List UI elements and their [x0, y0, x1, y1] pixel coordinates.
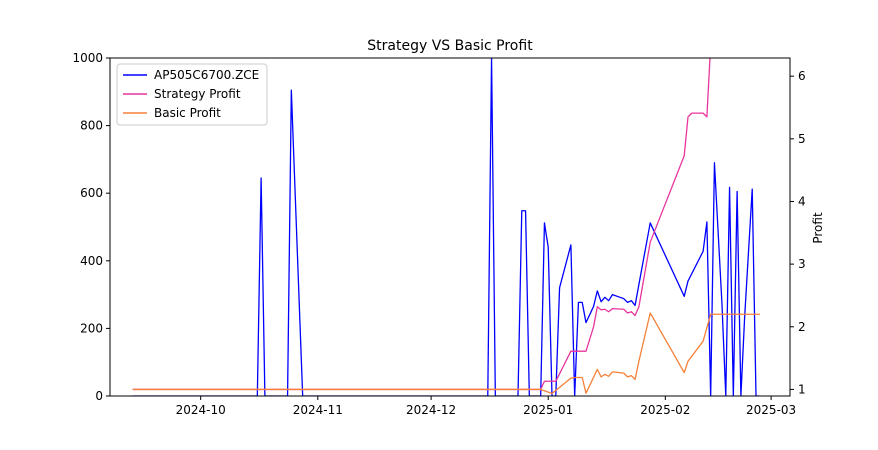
series-line-strategy-profit	[132, 58, 711, 391]
left-tick-label: 0	[95, 389, 103, 403]
left-tick-label: 200	[80, 321, 103, 335]
left-y-axis: 0 200 400 600 800 1000	[72, 51, 110, 403]
left-tick-label: 1000	[72, 51, 103, 65]
right-axis-label: Profit	[811, 212, 825, 244]
series-line-basic-profit	[132, 312, 760, 395]
right-tick-label: 4	[798, 194, 806, 208]
right-tick-label: 1	[798, 382, 806, 396]
x-tick-label: 2025-03	[746, 403, 796, 417]
right-tick-label: 3	[798, 257, 806, 271]
right-y-axis: 1 2 3 4 5 6	[790, 69, 806, 396]
right-tick-label: 2	[798, 320, 806, 334]
legend: AP505C6700.ZCE Strategy Profit Basic Profi…	[116, 63, 268, 126]
legend-label: Strategy Profit	[154, 87, 241, 101]
legend-box	[116, 63, 268, 126]
series-line-ap505c6700-zce	[132, 58, 760, 396]
legend-label: AP505C6700.ZCE	[154, 68, 259, 82]
left-tick-label: 400	[80, 254, 103, 268]
chart-title: Strategy VS Basic Profit	[367, 38, 533, 54]
x-tick-label: 2025-01	[523, 403, 573, 417]
plot-frame	[109, 57, 791, 397]
x-tick-label: 2024-10	[176, 403, 226, 417]
x-tick-label: 2024-12	[406, 403, 456, 417]
right-tick-label: 6	[798, 69, 806, 83]
x-tick-label: 2024-11	[293, 403, 343, 417]
left-tick-label: 800	[80, 119, 103, 133]
x-axis: 2024-10 2024-11 2024-12 2025-01 2025-02 2025-…	[176, 396, 796, 417]
plot-area	[132, 58, 760, 396]
x-tick-label: 2025-02	[640, 403, 690, 417]
right-tick-label: 5	[798, 132, 806, 146]
legend-label: Basic Profit	[154, 106, 221, 120]
left-tick-label: 600	[80, 186, 103, 200]
